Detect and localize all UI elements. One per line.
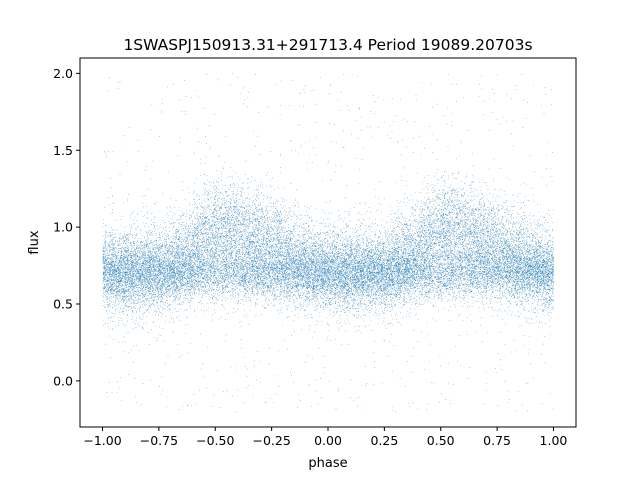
chart-title: 1SWASPJ150913.31+291713.4 Period 19089.2… bbox=[123, 36, 532, 54]
x-tick-label: −0.75 bbox=[140, 433, 178, 448]
y-tick-label: 0.5 bbox=[53, 297, 73, 312]
data-points bbox=[102, 73, 554, 413]
scatter-points bbox=[102, 73, 554, 413]
y-tick-label: 1.5 bbox=[53, 143, 73, 158]
x-tick-label: 0.50 bbox=[427, 433, 455, 448]
x-axis-label: phase bbox=[308, 456, 347, 471]
y-tick-label: 2.0 bbox=[53, 66, 73, 81]
x-tick-label: −0.25 bbox=[252, 433, 290, 448]
x-tick-label: −1.00 bbox=[83, 433, 121, 448]
x-tick-label: 1.00 bbox=[540, 433, 568, 448]
x-tick-label: 0.75 bbox=[483, 433, 511, 448]
y-axis-label: flux bbox=[27, 230, 42, 254]
x-axis-ticks: −1.00 −0.75 −0.50 −0.25 0.00 0.25 0.50 0.75 1.00 bbox=[83, 427, 567, 448]
y-axis-ticks: 0.0 0.5 1.0 1.5 2.0 bbox=[53, 66, 80, 388]
x-tick-label: 0.25 bbox=[370, 433, 398, 448]
x-tick-label: −0.50 bbox=[196, 433, 234, 448]
y-tick-label: 0.0 bbox=[53, 373, 73, 388]
plot-area-frame bbox=[79, 57, 577, 428]
x-tick-label: 0.00 bbox=[314, 433, 342, 448]
y-tick-label: 1.0 bbox=[53, 220, 73, 235]
